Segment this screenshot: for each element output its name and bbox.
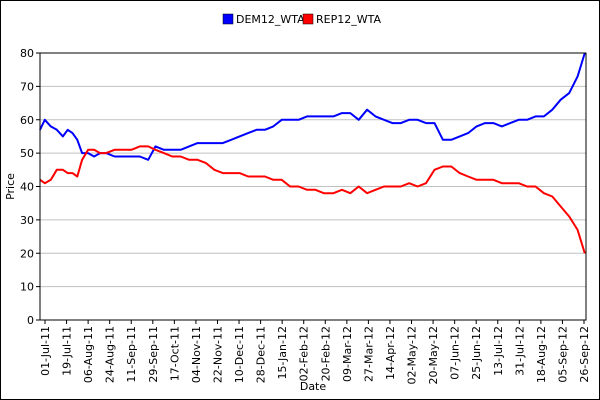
y-tick-label: 0 bbox=[27, 314, 34, 327]
legend-swatch-dem bbox=[222, 13, 234, 25]
x-tick-label: 09-Mar-12 bbox=[341, 326, 354, 382]
y-tick-label: 10 bbox=[20, 281, 34, 294]
x-tick-label: 20-Feb-12 bbox=[319, 326, 332, 381]
y-axis-title: Price bbox=[4, 173, 17, 200]
x-tick-label: 17-Oct-11 bbox=[168, 326, 181, 381]
x-tick-label: 19-Jul-11 bbox=[61, 326, 74, 376]
x-tick-label: 27-Mar-12 bbox=[362, 326, 375, 382]
x-axis-ticks: 01-Jul-11 19-Jul-11 06-Aug-11 24-Aug-11 11-S… bbox=[39, 320, 591, 384]
x-tick-label: 10-Dec-11 bbox=[233, 326, 246, 383]
series-line-dem12-wta bbox=[39, 52, 586, 161]
y-tick-label: 70 bbox=[20, 80, 34, 93]
series-line-rep12-wta bbox=[39, 145, 586, 254]
y-tick-label: 20 bbox=[20, 247, 34, 260]
x-tick-label: 06-Aug-11 bbox=[82, 326, 95, 383]
x-tick-label: 05-Sep-12 bbox=[556, 326, 569, 383]
legend-label-rep: REP12_WTA bbox=[316, 13, 381, 26]
x-tick-label: 20-May-12 bbox=[427, 326, 440, 384]
gridlines bbox=[40, 85, 586, 288]
x-tick-label: 29-Sep-11 bbox=[147, 326, 160, 383]
x-tick-label: 02-Feb-12 bbox=[298, 326, 311, 381]
x-tick-label: 18-Aug-12 bbox=[535, 326, 548, 383]
x-tick-label: 13-Jul-12 bbox=[492, 326, 505, 376]
y-tick-label: 60 bbox=[20, 114, 34, 127]
x-tick-label: 22-Nov-11 bbox=[211, 326, 224, 383]
legend-swatch-rep bbox=[302, 13, 314, 25]
legend: DEM12_WTA REP12_WTA bbox=[222, 13, 381, 26]
x-tick-label: 01-Jul-11 bbox=[39, 326, 52, 376]
x-tick-label: 31-Jul-12 bbox=[513, 326, 526, 376]
x-tick-label: 28-Dec-11 bbox=[255, 326, 268, 383]
x-tick-label: 04-Nov-11 bbox=[190, 326, 203, 383]
x-tick-label: 26-Sep-12 bbox=[578, 326, 591, 383]
x-tick-label: 25-Jun-12 bbox=[470, 326, 483, 380]
x-tick-label: 14-Apr-12 bbox=[384, 326, 397, 380]
x-tick-label: 15-Jan-12 bbox=[276, 326, 289, 380]
x-tick-label: 11-Sep-11 bbox=[125, 326, 138, 383]
x-tick-label: 07-Jun-12 bbox=[449, 326, 462, 380]
legend-label-dem: DEM12_WTA bbox=[236, 13, 305, 26]
plot-area-border bbox=[39, 52, 587, 321]
y-tick-label: 30 bbox=[20, 214, 34, 227]
x-axis-title: Date bbox=[300, 380, 327, 393]
y-tick-label: 80 bbox=[20, 47, 34, 60]
x-tick-label: 24-Aug-11 bbox=[104, 326, 117, 383]
y-tick-label: 50 bbox=[20, 147, 34, 160]
x-tick-label: 02-May-12 bbox=[406, 326, 419, 384]
y-axis-ticks: 0 10 20 30 40 50 60 70 80 bbox=[20, 47, 40, 327]
y-tick-label: 40 bbox=[20, 181, 34, 194]
plot-series bbox=[39, 52, 586, 254]
